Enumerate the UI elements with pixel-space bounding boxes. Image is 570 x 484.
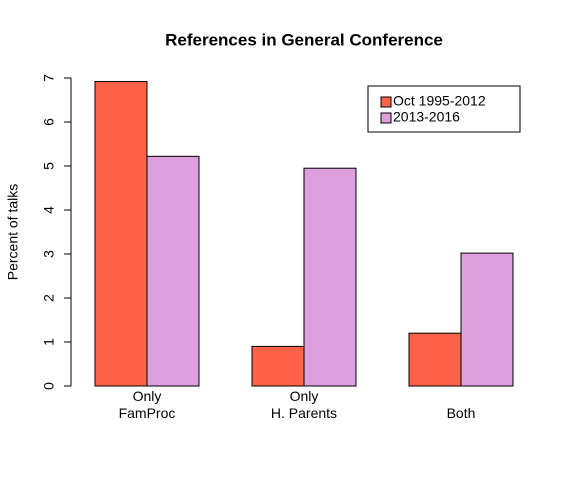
y-tick-label: 7 xyxy=(41,74,57,82)
legend-swatch xyxy=(380,96,392,108)
y-tick-label: 0 xyxy=(41,382,57,390)
legend-label: Oct 1995-2012 xyxy=(393,93,486,109)
chart-title: References in General Conference xyxy=(165,30,443,49)
y-tick-label: 6 xyxy=(41,118,57,126)
legend-label: 2013-2016 xyxy=(393,109,460,125)
y-tick-label: 1 xyxy=(41,338,57,346)
bar xyxy=(94,81,148,387)
legend-swatch xyxy=(380,112,392,124)
y-tick-label: 2 xyxy=(41,294,57,302)
x-tick-label: Only H. Parents xyxy=(270,388,338,421)
y-axis-label: Percent of talks xyxy=(5,184,21,281)
y-tick-label: 3 xyxy=(41,250,57,258)
x-tick-label: Both xyxy=(446,405,476,421)
y-tick-label: 5 xyxy=(41,162,57,170)
bar xyxy=(460,252,514,387)
bar xyxy=(408,332,462,387)
bar xyxy=(303,167,357,387)
y-tick-label: 4 xyxy=(41,206,57,214)
legend-box xyxy=(367,85,521,133)
bar xyxy=(251,345,305,387)
bar xyxy=(146,155,200,387)
x-tick-label: Only FamProc xyxy=(118,388,176,421)
